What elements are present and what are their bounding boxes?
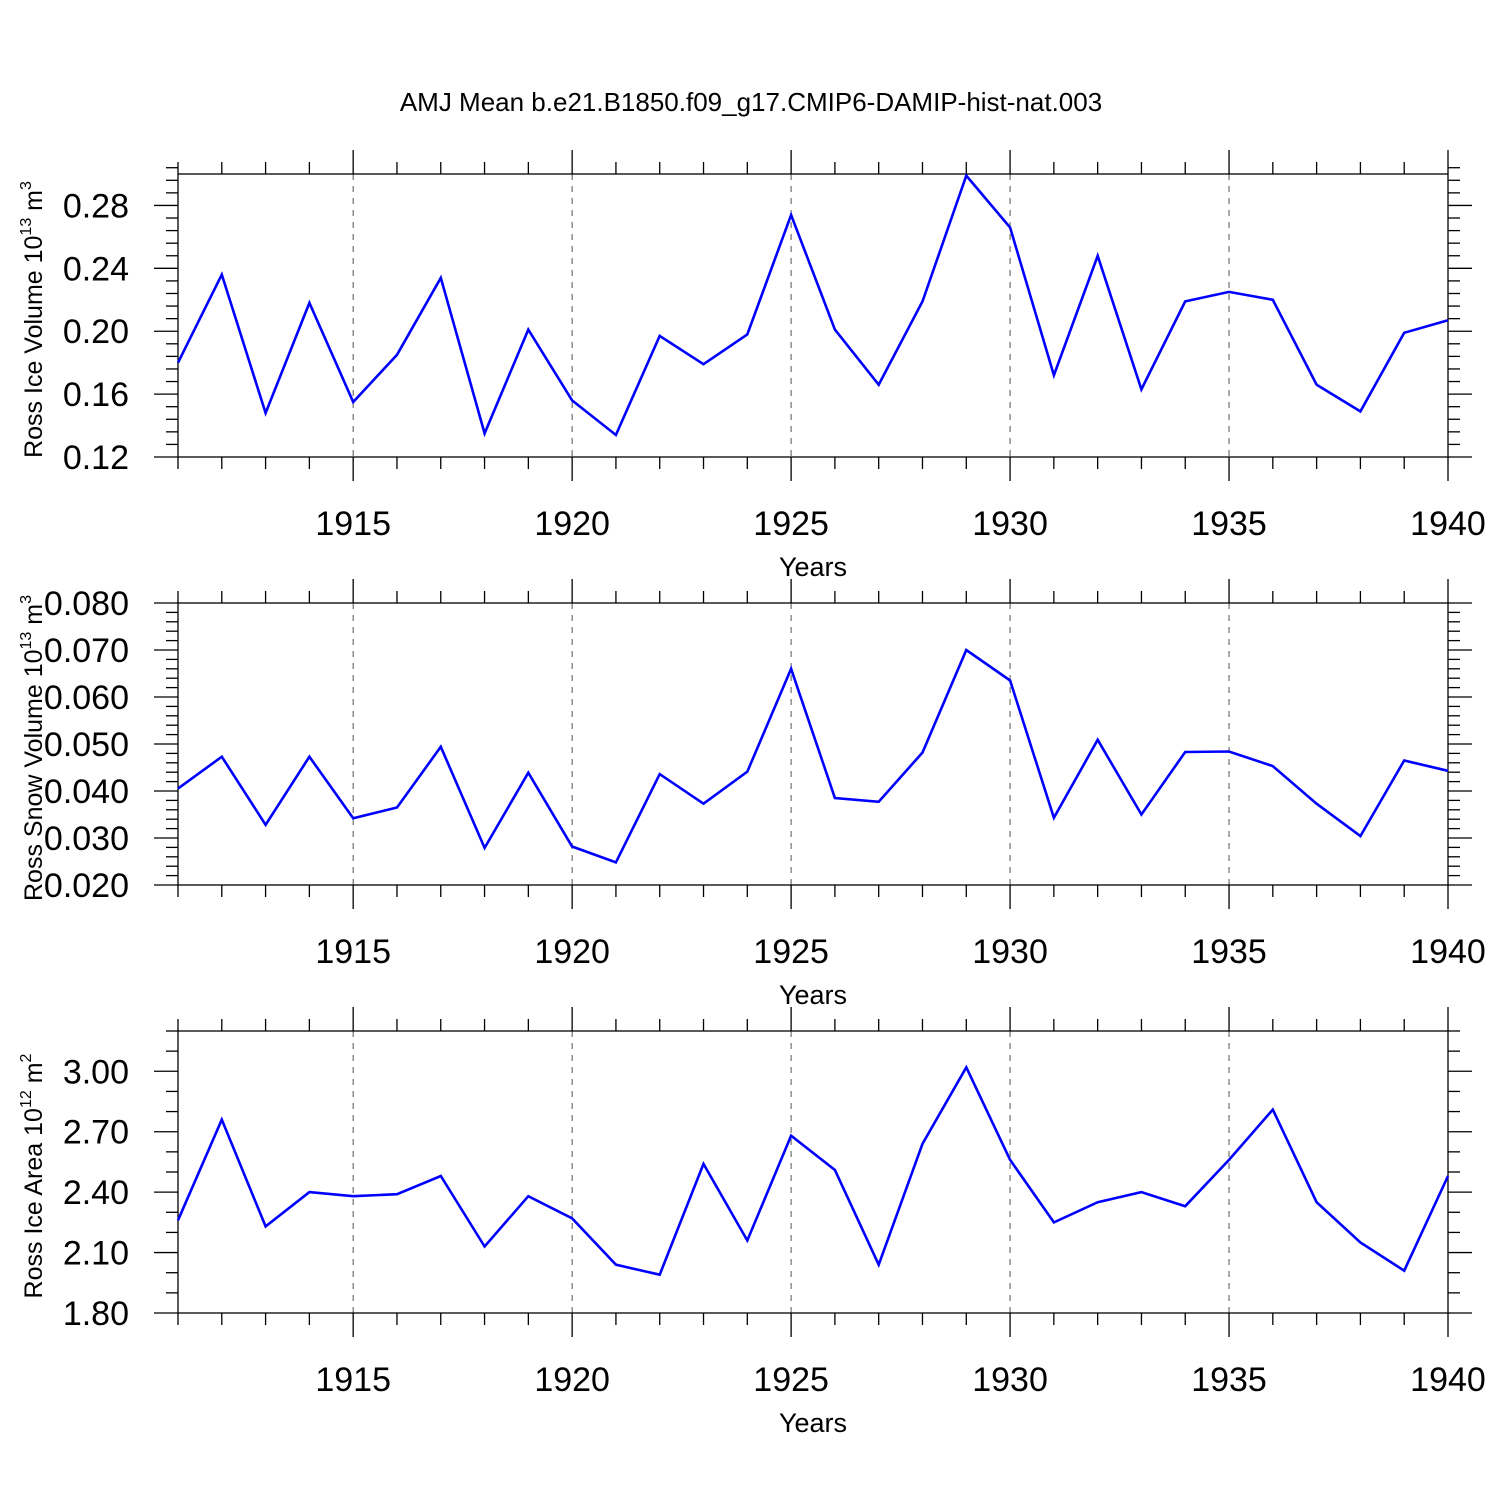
x-tick-label: 1915 xyxy=(315,1361,391,1399)
x-tick-label: 1915 xyxy=(315,505,391,543)
y-tick-label: 1.80 xyxy=(63,1295,129,1333)
x-tick-label: 1920 xyxy=(534,933,610,971)
x-tick-label: 1920 xyxy=(534,1361,610,1399)
x-tick-label: 1940 xyxy=(1410,1361,1486,1399)
y-axis-title-superscript: 3 xyxy=(18,181,35,190)
y-tick-label: 3.00 xyxy=(63,1053,129,1091)
y-axis-title-text: m xyxy=(20,604,48,632)
x-tick-label: 1930 xyxy=(972,505,1048,543)
panel-ice-area: 1.80 2.10 2.40 2.70 3.00 1915 1920 1925 1930 1935… xyxy=(18,1007,1486,1438)
y-tick-label: 0.050 xyxy=(44,726,129,764)
y-axis-title-text: m xyxy=(20,190,48,218)
x-tick-label: 1930 xyxy=(972,933,1048,971)
y-axis-title-superscript: 13 xyxy=(18,218,35,236)
y-axis-title-superscript: 3 xyxy=(18,595,35,604)
y-tick-label: 0.16 xyxy=(63,376,129,414)
x-tick-label: 1935 xyxy=(1191,1361,1267,1399)
y-tick-label: 0.12 xyxy=(63,439,129,477)
y-tick-label: 0.20 xyxy=(63,313,129,351)
panel-ice-volume: 0.12 0.16 0.20 0.24 0.28 1915 1920 1925 1930 1935… xyxy=(18,150,1486,582)
y-axis-title-text: m xyxy=(20,1062,48,1090)
x-tick-label: 1925 xyxy=(753,933,829,971)
x-axis-title: Years xyxy=(779,1408,847,1438)
x-tick-label: 1920 xyxy=(534,505,610,543)
y-tick-label: 0.030 xyxy=(44,820,129,858)
x-tick-label: 1925 xyxy=(753,1361,829,1399)
y-tick-label: 0.020 xyxy=(44,867,129,905)
x-tick-label: 1915 xyxy=(315,933,391,971)
y-tick-label: 0.060 xyxy=(44,679,129,717)
x-tick-label: 1935 xyxy=(1191,505,1267,543)
y-tick-label: 0.040 xyxy=(44,773,129,811)
plot-frame xyxy=(177,602,1449,886)
y-tick-label: 2.10 xyxy=(63,1235,129,1273)
plot-frame xyxy=(177,173,1449,458)
x-axis-title: Years xyxy=(779,552,847,582)
y-axis-title: Ross Snow Volume 1013 m3 xyxy=(18,595,48,901)
series-line xyxy=(176,173,1449,438)
plot-frame xyxy=(177,1030,1449,1314)
x-tick-label: 1940 xyxy=(1410,505,1486,543)
y-axis-title-text: Ross Ice Area 10 xyxy=(20,1108,48,1298)
y-tick-label: 0.070 xyxy=(44,632,129,670)
x-axis-title: Years xyxy=(779,980,847,1010)
series-line xyxy=(177,648,1449,865)
x-tick-label: 1925 xyxy=(753,505,829,543)
x-tick-label: 1940 xyxy=(1410,933,1486,971)
y-axis-title: Ross Ice Volume 1013 m3 xyxy=(18,181,48,458)
y-axis-title-text: Ross Snow Volume 10 xyxy=(20,649,48,901)
y-axis-title-superscript: 13 xyxy=(18,632,35,650)
x-tick-label: 1930 xyxy=(972,1361,1048,1399)
y-tick-label: 2.40 xyxy=(63,1174,129,1212)
y-tick-label: 0.080 xyxy=(44,585,129,623)
y-tick-label: 0.28 xyxy=(63,187,129,225)
panel-snow-volume: 0.020 0.030 0.040 0.050 0.060 0.070 0.080 1915 1… xyxy=(18,579,1486,1010)
y-axis-title-superscript: 12 xyxy=(18,1090,35,1108)
chart-title: AMJ Mean b.e21.B1850.f09_g17.CMIP6-DAMIP… xyxy=(400,87,1102,117)
y-axis-title-text: Ross Ice Volume 10 xyxy=(20,236,48,458)
y-tick-label: 2.70 xyxy=(63,1114,129,1152)
y-tick-label: 0.24 xyxy=(63,250,129,288)
series-line xyxy=(176,1064,1450,1277)
x-tick-label: 1935 xyxy=(1191,933,1267,971)
y-axis-title: Ross Ice Area 1012 m2 xyxy=(18,1053,48,1298)
y-axis-title-superscript: 2 xyxy=(18,1053,35,1062)
